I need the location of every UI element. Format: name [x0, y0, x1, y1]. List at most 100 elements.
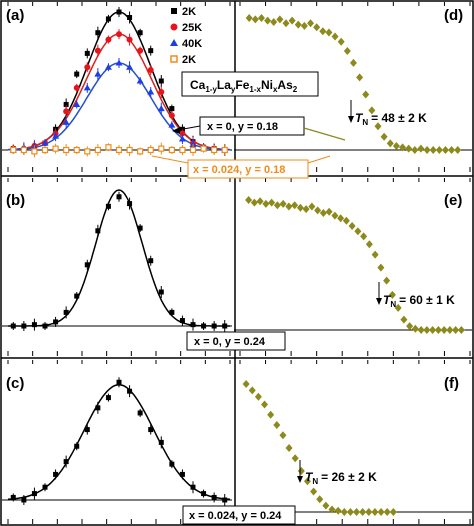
data-point-c-s0-11 [127, 388, 133, 394]
sample-label-a-arrowhead [172, 127, 180, 134]
data-point-f-s0-3 [261, 400, 269, 409]
data-point-b-s0-1 [21, 323, 27, 329]
data-point-d-s0-16 [343, 47, 351, 55]
tn-value-f: = 26 ± 2 K [321, 470, 377, 484]
sample-label-b: x = 0, y = 0.24 [194, 336, 266, 348]
formula-subscript-3: x [273, 85, 278, 94]
data-point-a-s1-12 [137, 47, 144, 54]
data-point-a-s3-17 [189, 146, 197, 154]
data-point-d-s0-10 [307, 19, 315, 28]
fit-curve-b-0 [8, 189, 230, 327]
formula-element-1: La [217, 78, 231, 92]
data-point-a-s3-15 [168, 146, 175, 154]
data-point-e-s0-37 [457, 326, 465, 334]
data-point-e-s0-4 [268, 198, 276, 207]
data-point-c-s0-20 [222, 497, 228, 503]
tn-symbol-f: T [305, 470, 314, 484]
panel-label-e: (e) [444, 192, 462, 209]
data-point-a-s0-12 [137, 30, 143, 36]
data-point-e-s0-1 [250, 198, 258, 207]
data-point-e-s0-10 [302, 205, 310, 214]
data-point-b-s0-15 [169, 309, 175, 315]
data-point-e-s0-17 [342, 216, 350, 225]
data-point-d-s0-24 [392, 142, 400, 151]
data-point-d-s0-14 [331, 32, 339, 41]
data-point-d-s0-2 [257, 14, 265, 22]
data-point-a-s3-10 [115, 146, 123, 154]
data-point-e-s0-20 [360, 232, 368, 241]
data-point-f-s0-24 [389, 508, 397, 516]
panel-label-d: (d) [444, 7, 463, 24]
data-point-a-s3-14 [158, 145, 165, 152]
data-point-b-s0-13 [148, 258, 154, 264]
data-point-a-s2-14 [157, 105, 165, 112]
data-point-e-s0-31 [423, 326, 431, 334]
data-point-f-s0-22 [377, 508, 385, 516]
data-point-d-s0-20 [368, 106, 376, 115]
data-point-c-s0-10 [116, 379, 122, 385]
data-point-b-s0-6 [74, 293, 80, 299]
data-point-f-s0-15 [334, 506, 342, 515]
data-point-a-s0-13 [148, 48, 154, 54]
data-point-e-s0-18 [348, 222, 356, 230]
data-point-b-s0-2 [31, 322, 37, 328]
data-point-f-s0-0 [242, 380, 250, 388]
data-point-c-s0-13 [148, 427, 154, 433]
data-point-a-s0-10 [116, 9, 122, 15]
data-point-a-s3-0 [10, 146, 17, 154]
formula-element-4: As [277, 78, 293, 92]
data-point-a-s2-9 [104, 63, 112, 70]
data-point-d-s0-13 [325, 28, 333, 37]
data-point-b-s0-12 [137, 225, 143, 231]
data-point-e-s0-30 [417, 326, 425, 334]
data-point-a-s3-1 [20, 146, 27, 154]
sample-label-c-box: x = 0.024, y = 0.24 [182, 505, 296, 525]
data-point-a-s1-13 [147, 66, 154, 73]
data-point-a-s2-7 [83, 84, 91, 91]
data-point-f-s0-10 [303, 477, 311, 486]
data-point-a-s3-5 [63, 146, 70, 154]
tn-symbol-e: T [383, 293, 392, 307]
formula-element-2: Fe [235, 78, 249, 92]
data-point-a-s3-9 [105, 144, 112, 151]
data-point-a-s2-10 [115, 59, 123, 66]
data-point-d-s0-0 [245, 14, 253, 22]
data-point-a-s3-8 [94, 146, 101, 154]
data-point-c-s0-0 [10, 494, 16, 500]
data-point-f-s0-14 [328, 505, 336, 514]
data-point-a-s1-7 [84, 64, 91, 71]
data-point-d-s0-3 [264, 16, 272, 25]
data-point-a-s3-19 [211, 146, 218, 154]
data-point-a-s1-10 [116, 31, 122, 38]
data-point-f-s0-13 [322, 501, 330, 510]
data-point-a-s0-7 [84, 50, 90, 56]
data-point-e-s0-26 [394, 303, 402, 312]
legend-label-2k: 2K [182, 6, 196, 18]
data-point-b-s0-17 [190, 322, 196, 328]
legend-label-40k: 40K [182, 38, 202, 50]
data-point-d-s0-33 [448, 146, 456, 154]
data-point-c-s0-4 [53, 471, 59, 477]
data-point-d-s0-1 [251, 15, 259, 24]
data-point-a-s3-3 [41, 146, 49, 154]
sample-label-a-box: x = 0, y = 0.18 [199, 116, 305, 136]
data-point-a-s0-6 [74, 71, 80, 77]
data-marks [7, 7, 465, 516]
sample-label-a-pointer-right [303, 127, 346, 141]
data-point-a-s2-11 [126, 63, 134, 70]
data-point-e-s0-6 [279, 199, 287, 208]
data-point-a-s0-11 [127, 15, 133, 21]
legend-marker-2k-open [170, 55, 178, 63]
data-point-e-s0-24 [383, 276, 391, 285]
data-point-a-s2-12 [136, 77, 144, 84]
data-point-f-s0-5 [273, 420, 281, 429]
data-point-e-s0-16 [337, 214, 345, 223]
data-point-d-s0-5 [276, 15, 284, 24]
data-point-c-s0-8 [95, 405, 101, 411]
data-point-e-s0-7 [285, 202, 293, 211]
formula-element-3: Ni [261, 78, 273, 92]
data-point-c-s0-6 [74, 443, 80, 449]
data-point-d-s0-28 [417, 144, 425, 153]
data-point-a-s3-6 [73, 146, 80, 154]
data-point-b-s0-8 [95, 228, 101, 234]
